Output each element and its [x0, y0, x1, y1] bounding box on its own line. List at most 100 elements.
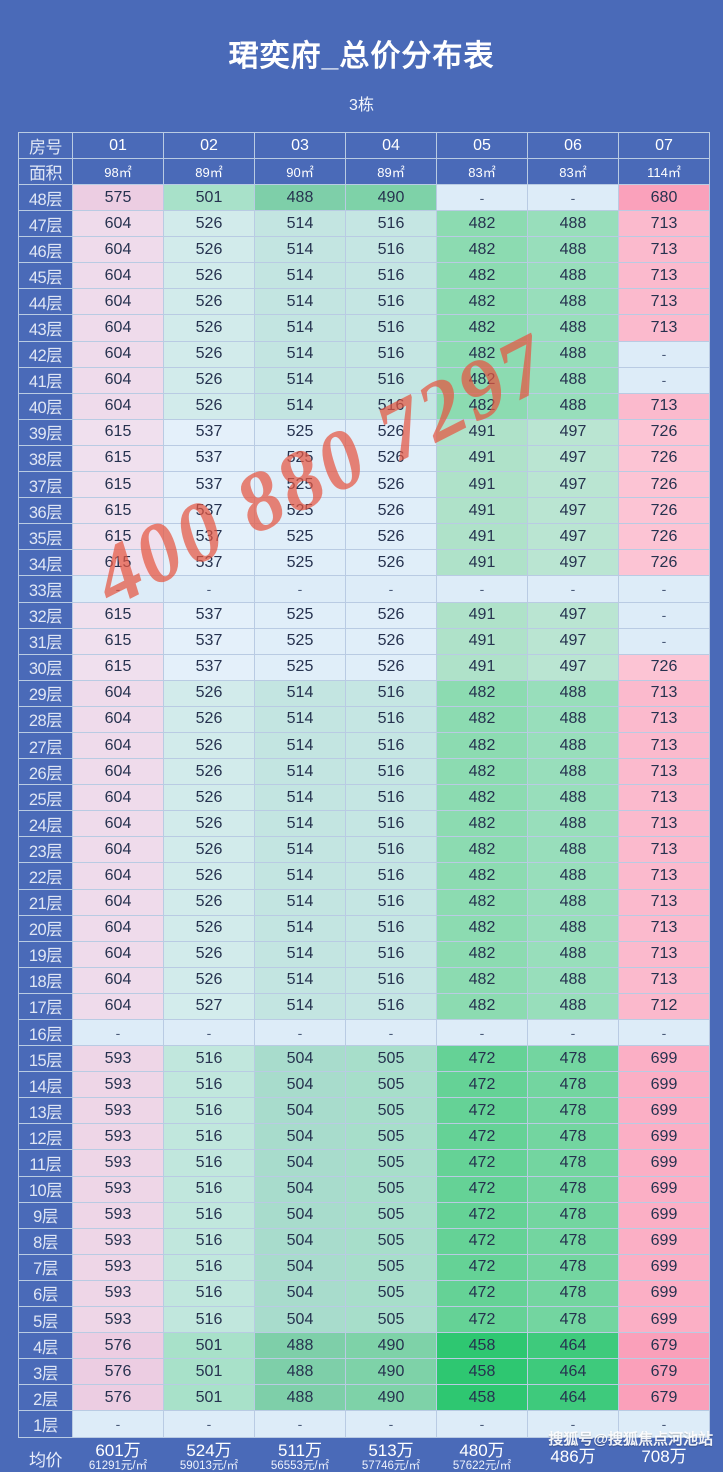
price-cell[interactable]: 482: [437, 315, 528, 341]
price-cell[interactable]: 537: [164, 498, 255, 524]
price-cell-empty[interactable]: -: [164, 1020, 255, 1046]
price-cell[interactable]: 516: [164, 1228, 255, 1254]
price-cell[interactable]: 488: [528, 915, 619, 941]
price-cell[interactable]: 679: [619, 1385, 710, 1411]
price-cell[interactable]: 679: [619, 1333, 710, 1359]
price-cell[interactable]: 713: [619, 837, 710, 863]
price-cell[interactable]: 516: [346, 993, 437, 1019]
price-cell[interactable]: 490: [346, 1359, 437, 1385]
price-cell[interactable]: 514: [255, 915, 346, 941]
price-cell[interactable]: 505: [346, 1228, 437, 1254]
price-cell[interactable]: 526: [346, 524, 437, 550]
price-cell[interactable]: 514: [255, 706, 346, 732]
price-cell[interactable]: 516: [164, 1254, 255, 1280]
price-cell[interactable]: 482: [437, 915, 528, 941]
price-cell[interactable]: 604: [73, 237, 164, 263]
price-cell[interactable]: 526: [164, 367, 255, 393]
price-cell[interactable]: 482: [437, 811, 528, 837]
price-cell[interactable]: 615: [73, 445, 164, 471]
price-cell[interactable]: 472: [437, 1202, 528, 1228]
price-cell[interactable]: 516: [346, 732, 437, 758]
price-cell[interactable]: 514: [255, 837, 346, 863]
price-cell[interactable]: 505: [346, 1280, 437, 1306]
price-cell[interactable]: 488: [528, 967, 619, 993]
price-cell[interactable]: 604: [73, 732, 164, 758]
price-cell[interactable]: 488: [528, 993, 619, 1019]
price-cell[interactable]: 472: [437, 1098, 528, 1124]
price-cell[interactable]: 514: [255, 289, 346, 315]
price-cell[interactable]: 478: [528, 1228, 619, 1254]
price-cell[interactable]: 488: [528, 759, 619, 785]
price-cell[interactable]: 526: [164, 211, 255, 237]
price-cell[interactable]: 488: [528, 837, 619, 863]
price-cell[interactable]: 593: [73, 1046, 164, 1072]
price-cell[interactable]: 516: [346, 941, 437, 967]
price-cell[interactable]: 472: [437, 1124, 528, 1150]
price-cell[interactable]: 478: [528, 1046, 619, 1072]
price-cell[interactable]: 516: [346, 785, 437, 811]
price-cell[interactable]: 514: [255, 889, 346, 915]
price-cell[interactable]: 576: [73, 1359, 164, 1385]
price-cell[interactable]: 525: [255, 602, 346, 628]
price-cell[interactable]: 526: [346, 498, 437, 524]
price-cell[interactable]: 516: [346, 759, 437, 785]
price-cell[interactable]: 516: [346, 237, 437, 263]
price-cell[interactable]: 604: [73, 967, 164, 993]
price-cell[interactable]: 504: [255, 1280, 346, 1306]
price-cell[interactable]: 713: [619, 863, 710, 889]
price-cell[interactable]: 482: [437, 367, 528, 393]
price-cell[interactable]: 472: [437, 1254, 528, 1280]
price-cell[interactable]: 526: [164, 732, 255, 758]
price-cell[interactable]: 593: [73, 1280, 164, 1306]
price-cell[interactable]: 525: [255, 628, 346, 654]
price-cell[interactable]: 458: [437, 1333, 528, 1359]
price-cell[interactable]: 680: [619, 185, 710, 211]
price-cell[interactable]: 488: [528, 211, 619, 237]
price-cell[interactable]: 526: [164, 837, 255, 863]
price-cell[interactable]: 504: [255, 1150, 346, 1176]
price-cell-empty[interactable]: -: [619, 367, 710, 393]
price-cell[interactable]: 526: [164, 315, 255, 341]
price-cell[interactable]: 516: [346, 341, 437, 367]
price-cell[interactable]: 615: [73, 472, 164, 498]
price-cell[interactable]: 576: [73, 1333, 164, 1359]
price-cell[interactable]: 526: [164, 706, 255, 732]
price-cell[interactable]: 537: [164, 419, 255, 445]
price-cell[interactable]: 504: [255, 1228, 346, 1254]
price-cell[interactable]: 525: [255, 654, 346, 680]
price-cell[interactable]: 478: [528, 1202, 619, 1228]
price-cell[interactable]: 516: [164, 1280, 255, 1306]
price-cell[interactable]: 505: [346, 1124, 437, 1150]
price-cell[interactable]: 482: [437, 341, 528, 367]
price-cell[interactable]: 525: [255, 445, 346, 471]
price-cell[interactable]: 713: [619, 889, 710, 915]
price-cell[interactable]: 501: [164, 1333, 255, 1359]
price-cell[interactable]: 488: [528, 315, 619, 341]
price-cell[interactable]: 604: [73, 706, 164, 732]
price-cell[interactable]: 604: [73, 837, 164, 863]
price-cell[interactable]: 526: [164, 785, 255, 811]
price-cell[interactable]: 482: [437, 211, 528, 237]
price-cell[interactable]: 505: [346, 1046, 437, 1072]
price-cell[interactable]: 488: [528, 263, 619, 289]
price-cell[interactable]: 482: [437, 680, 528, 706]
price-cell[interactable]: 604: [73, 915, 164, 941]
price-cell[interactable]: 537: [164, 472, 255, 498]
price-cell[interactable]: 516: [346, 863, 437, 889]
price-cell[interactable]: 488: [528, 889, 619, 915]
price-cell[interactable]: 516: [346, 211, 437, 237]
price-cell[interactable]: 482: [437, 706, 528, 732]
price-cell[interactable]: 699: [619, 1280, 710, 1306]
price-cell[interactable]: 505: [346, 1254, 437, 1280]
price-cell[interactable]: 497: [528, 472, 619, 498]
price-cell[interactable]: 516: [346, 706, 437, 732]
price-cell[interactable]: 488: [528, 785, 619, 811]
price-cell[interactable]: 526: [346, 628, 437, 654]
price-cell[interactable]: 488: [255, 185, 346, 211]
price-cell[interactable]: 482: [437, 237, 528, 263]
price-cell[interactable]: 482: [437, 732, 528, 758]
price-cell[interactable]: 504: [255, 1046, 346, 1072]
price-cell-empty[interactable]: -: [346, 1411, 437, 1437]
price-cell[interactable]: 726: [619, 445, 710, 471]
price-cell[interactable]: 482: [437, 993, 528, 1019]
